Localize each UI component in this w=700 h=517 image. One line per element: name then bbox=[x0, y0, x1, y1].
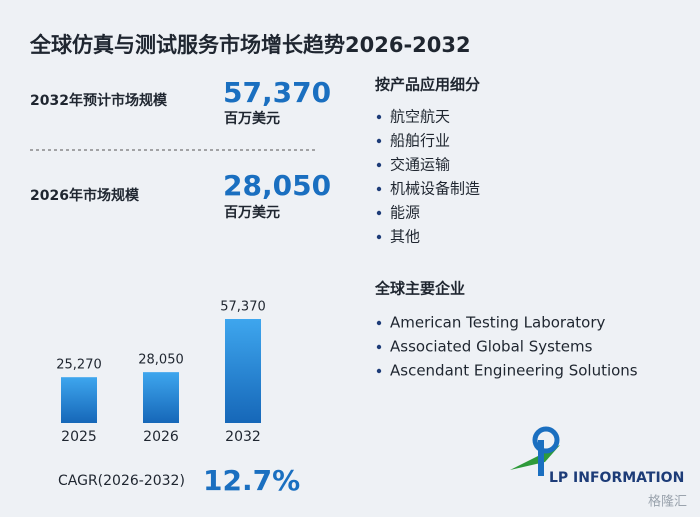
list-item: American Testing Laboratory bbox=[390, 314, 605, 332]
bullet bbox=[376, 368, 382, 374]
bar bbox=[143, 372, 179, 423]
bullet bbox=[376, 186, 382, 192]
cagr-value: 12.7% bbox=[203, 464, 300, 497]
bullet bbox=[376, 162, 382, 168]
bullet bbox=[376, 138, 382, 144]
bullet bbox=[376, 210, 382, 216]
stat-label: 2032年预计市场规模 bbox=[30, 92, 168, 109]
bullet bbox=[376, 344, 382, 350]
value-label: 25,270 bbox=[56, 358, 102, 373]
value-label: 28,050 bbox=[138, 353, 184, 368]
bullet bbox=[376, 234, 382, 240]
stat-value: 57,370 bbox=[223, 76, 331, 109]
logo bbox=[510, 426, 560, 476]
bar bbox=[61, 377, 97, 423]
stat-value: 28,050 bbox=[223, 169, 331, 202]
list-item: 机械设备制造 bbox=[390, 180, 480, 198]
stat-label: 2026年市场规模 bbox=[30, 187, 140, 204]
stat-unit: 百万美元 bbox=[224, 110, 280, 127]
logo-text: LP INFORMATION bbox=[549, 470, 684, 486]
title: 全球仿真与测试服务市场增长趋势2026-2032 bbox=[29, 33, 471, 57]
bar bbox=[225, 319, 261, 423]
logo-ring bbox=[532, 426, 560, 454]
value-label: 57,370 bbox=[220, 300, 266, 315]
list-item: 航空航天 bbox=[390, 108, 450, 126]
bullet bbox=[376, 320, 382, 326]
logo-stem bbox=[538, 440, 544, 476]
companies-title: 全球主要企业 bbox=[374, 280, 465, 298]
source-watermark: 格隆汇 bbox=[648, 494, 687, 510]
list-item: Ascendant Engineering Solutions bbox=[390, 362, 638, 380]
list-item: 交通运输 bbox=[390, 156, 450, 174]
stat-unit: 百万美元 bbox=[224, 204, 280, 221]
list-item: 船舶行业 bbox=[390, 132, 450, 150]
cagr-label: CAGR(2026-2032) bbox=[58, 473, 185, 489]
x-tick-label: 2025 bbox=[61, 429, 97, 445]
list-item: 其他 bbox=[390, 228, 420, 246]
x-tick-label: 2032 bbox=[225, 429, 261, 445]
bullet bbox=[376, 114, 382, 120]
x-tick-label: 2026 bbox=[143, 429, 179, 445]
list-item: 能源 bbox=[390, 204, 420, 222]
list-item: Associated Global Systems bbox=[390, 338, 593, 356]
segments-title: 按产品应用细分 bbox=[375, 76, 480, 94]
